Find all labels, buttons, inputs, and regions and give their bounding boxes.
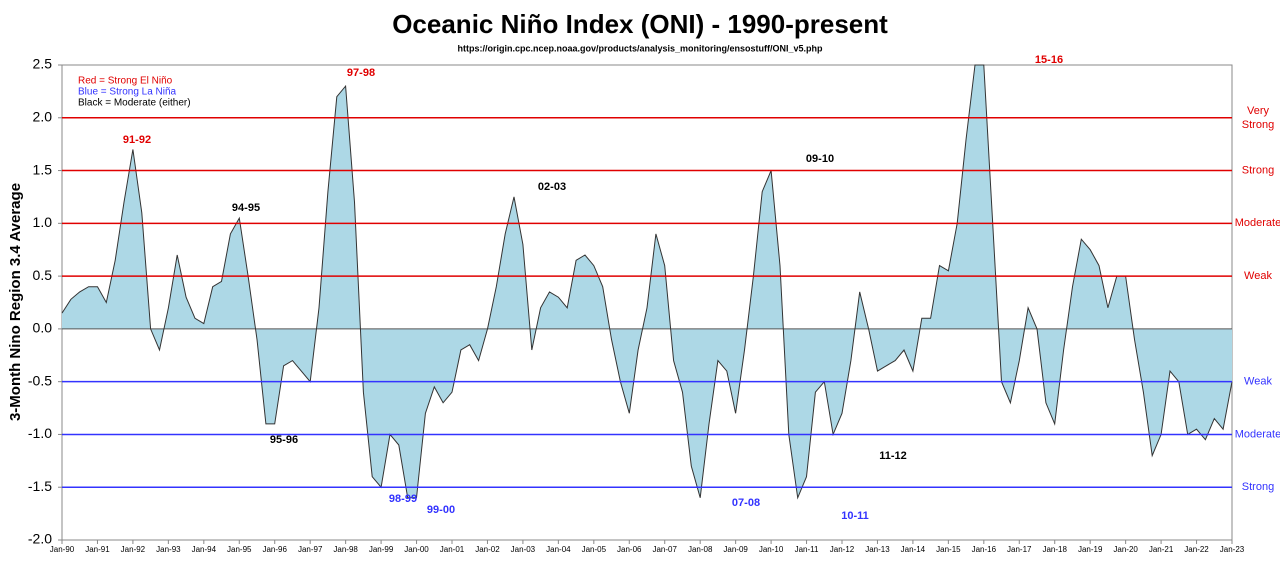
x-tick-label: Jan-13 <box>865 545 890 554</box>
x-tick-label: Jan-09 <box>723 545 748 554</box>
x-tick-label: Jan-22 <box>1184 545 1209 554</box>
y-tick-label: 1.5 <box>33 161 53 177</box>
annotation: 99-00 <box>427 504 455 516</box>
y-tick-label: 2.5 <box>33 56 53 72</box>
x-tick-label: Jan-14 <box>901 545 926 554</box>
x-tick-label: Jan-15 <box>936 545 961 554</box>
threshold-label: Weak <box>1244 376 1272 388</box>
y-axis-label: 3-Month Nino Region 3.4 Average <box>7 183 24 421</box>
annotation: 07-08 <box>732 497 760 509</box>
y-tick-label: 2.0 <box>33 108 53 124</box>
y-tick-label: -1.0 <box>28 425 52 441</box>
x-tick-label: Jan-12 <box>830 545 855 554</box>
x-tick-label: Jan-00 <box>404 545 429 554</box>
x-tick-label: Jan-21 <box>1149 545 1174 554</box>
x-tick-label: Jan-05 <box>582 545 607 554</box>
threshold-label: Moderate <box>1235 217 1280 229</box>
x-tick-label: Jan-03 <box>511 545 536 554</box>
x-tick-label: Jan-95 <box>227 545 252 554</box>
legend-note: Red = Strong El Niño <box>78 76 173 87</box>
x-tick-label: Jan-20 <box>1113 545 1138 554</box>
x-tick-label: Jan-92 <box>121 545 146 554</box>
x-tick-label: Jan-02 <box>475 545 500 554</box>
annotation: 15-16 <box>1035 54 1063 66</box>
annotation: 95-96 <box>270 434 298 446</box>
y-tick-label: 1.0 <box>33 214 53 230</box>
y-tick-label: -2.0 <box>28 531 52 547</box>
annotation: 10-11 <box>841 510 869 522</box>
y-tick-label: 0.0 <box>33 320 53 336</box>
x-tick-label: Jan-10 <box>759 545 784 554</box>
plot-area <box>61 64 1233 541</box>
annotation: 94-95 <box>232 202 260 214</box>
x-tick-label: Jan-96 <box>262 545 287 554</box>
x-tick-label: Jan-16 <box>972 545 997 554</box>
annotation: 09-10 <box>806 153 834 165</box>
annotation: 91-92 <box>123 134 151 146</box>
x-tick-label: Jan-94 <box>192 545 217 554</box>
threshold-label: Very Strong <box>1242 105 1274 131</box>
x-tick-label: Jan-04 <box>546 545 571 554</box>
threshold-label: Strong <box>1242 164 1274 176</box>
annotation: 11-12 <box>879 450 907 462</box>
chart-subtitle: https://origin.cpc.ncep.noaa.gov/product… <box>457 43 823 53</box>
x-tick-label: Jan-07 <box>652 545 677 554</box>
y-tick-label: -1.5 <box>28 478 52 494</box>
annotation: 97-98 <box>347 67 375 79</box>
x-tick-label: Jan-23 <box>1220 545 1245 554</box>
annotation: 02-03 <box>538 181 566 193</box>
x-tick-label: Jan-06 <box>617 545 642 554</box>
y-tick-label: 0.5 <box>33 267 53 283</box>
x-tick-label: Jan-19 <box>1078 545 1103 554</box>
x-tick-label: Jan-99 <box>369 545 394 554</box>
x-tick-label: Jan-11 <box>795 545 819 554</box>
x-tick-label: Jan-91 <box>85 545 110 554</box>
x-tick-label: Jan-90 <box>50 545 75 554</box>
legend-note: Blue = Strong La Niña <box>78 87 177 98</box>
x-tick-label: Jan-98 <box>333 545 358 554</box>
x-tick-label: Jan-97 <box>298 545 323 554</box>
threshold-label: Strong <box>1242 481 1274 493</box>
x-tick-label: Jan-08 <box>688 545 713 554</box>
threshold-label: Weak <box>1244 270 1272 282</box>
legend-note: Black = Moderate (either) <box>78 98 191 109</box>
x-tick-label: Jan-93 <box>156 545 181 554</box>
line <box>61 64 1233 500</box>
x-tick-label: Jan-18 <box>1042 545 1067 554</box>
threshold-label: Moderate <box>1235 428 1280 440</box>
x-tick-label: Jan-17 <box>1007 545 1032 554</box>
chart-title: Oceanic Niño Index (ONI) - 1990-present <box>392 9 888 39</box>
x-tick-label: Jan-01 <box>440 545 465 554</box>
annotation: 98-99 <box>389 493 417 505</box>
y-tick-label: -0.5 <box>28 372 52 388</box>
